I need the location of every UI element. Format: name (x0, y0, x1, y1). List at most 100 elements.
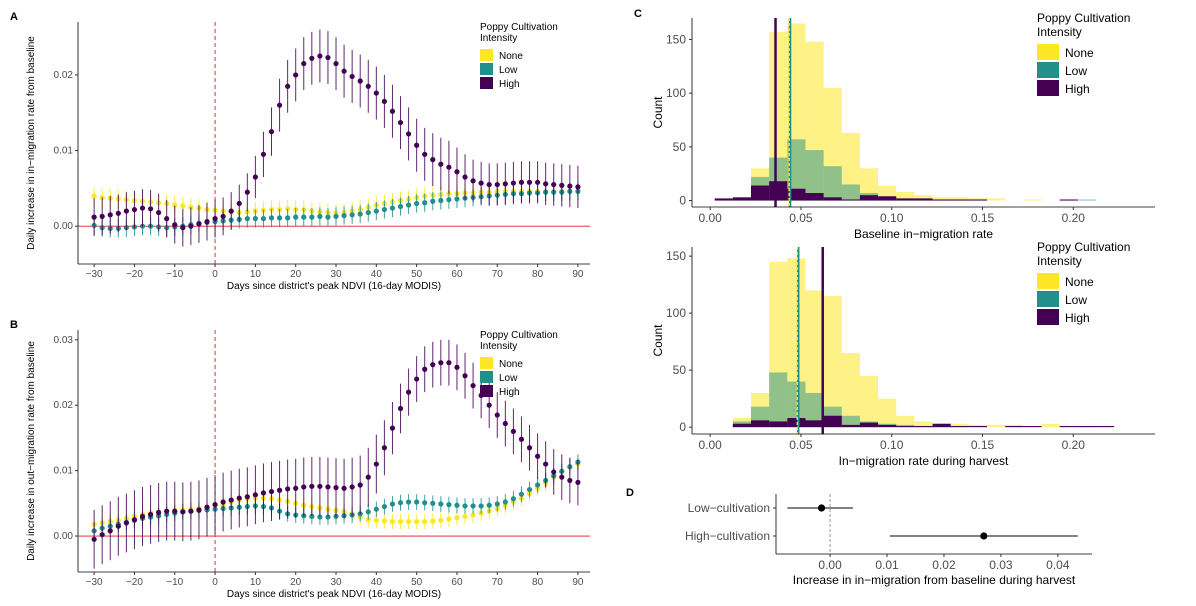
data-point (518, 491, 525, 497)
x-tick-label: 0.02 (932, 558, 956, 572)
histogram-bar (932, 199, 951, 201)
data-point (365, 509, 371, 515)
data-point (91, 536, 97, 542)
data-point (236, 200, 242, 207)
legend-title: Intensity (1037, 25, 1082, 39)
legend-key-low (1037, 291, 1059, 307)
x-tick-label: 0.00 (818, 558, 842, 572)
histogram-bar (914, 198, 933, 201)
histogram-bar (841, 415, 860, 428)
y-tick-label: 100 (666, 86, 686, 100)
histogram-bar (787, 418, 806, 428)
data-point (534, 453, 541, 459)
histogram-bar (769, 421, 788, 428)
x-axis-label: Days since district's peak NDVI (16-day … (227, 589, 441, 600)
data-point (373, 517, 379, 523)
histogram-bar (805, 392, 824, 428)
data-point (405, 519, 412, 525)
data-point (204, 219, 210, 225)
data-point (99, 194, 105, 201)
panel-a: A −30 −20 −10 0 10 20 30 40 50 60 70 80 90 0.00 0.01 0.0… (10, 11, 590, 292)
histogram-bar (805, 193, 824, 201)
data-point (373, 461, 379, 467)
data-point (397, 405, 404, 412)
histogram-bar (787, 188, 806, 201)
data-point (180, 509, 186, 515)
data-point (196, 507, 202, 513)
histogram-bar (987, 198, 1006, 201)
data-point (454, 169, 460, 175)
y-tick-label: 0.02 (54, 70, 74, 81)
histogram-bar (968, 198, 988, 201)
histogram-bar (1023, 426, 1042, 428)
x-tick-label: −30 (86, 577, 103, 588)
x-tick-label: 0.10 (880, 438, 904, 452)
data-point (397, 519, 404, 525)
data-point (389, 519, 396, 525)
histogram-bar (1005, 426, 1024, 428)
data-point (341, 485, 347, 491)
data-point (285, 206, 291, 212)
histogram-bar (896, 415, 915, 428)
data-point (276, 215, 283, 221)
estimate-point (980, 532, 988, 540)
histogram-bar (859, 422, 879, 428)
data-point (494, 181, 500, 188)
data-point (317, 514, 323, 520)
data-point (180, 225, 186, 231)
x-tick-label: 0.03 (989, 558, 1013, 572)
data-point (91, 193, 97, 199)
category-label: High−cultivation (685, 529, 770, 543)
y-tick-label: 50 (673, 363, 687, 377)
data-point (405, 389, 412, 395)
data-point (551, 181, 557, 188)
data-point (422, 151, 428, 157)
data-point (91, 214, 97, 220)
data-point (438, 360, 444, 366)
data-point (518, 179, 525, 185)
data-point (494, 412, 500, 418)
data-point (551, 469, 557, 475)
data-point (414, 200, 420, 207)
data-point (438, 501, 444, 507)
data-point (349, 73, 355, 80)
data-point (422, 366, 428, 372)
x-tick-label: 0.15 (971, 211, 995, 225)
data-point (285, 215, 291, 221)
x-axis-label: In−migration rate during harvest (839, 454, 1009, 468)
data-point (252, 492, 258, 498)
data-point (478, 180, 484, 186)
histogram-bar (896, 198, 915, 201)
data-point (486, 181, 492, 188)
data-point (405, 499, 412, 505)
data-point (212, 502, 218, 508)
histogram-bar (950, 199, 969, 201)
data-point (518, 436, 525, 442)
data-point (454, 364, 460, 370)
data-point (357, 78, 363, 84)
histogram-bar (932, 423, 951, 428)
data-point (397, 500, 404, 506)
data-point (188, 508, 194, 514)
x-tick-label: 0.04 (1046, 558, 1070, 572)
y-tick-label: 0.00 (54, 221, 74, 232)
data-point (446, 516, 452, 522)
x-tick-label: 30 (330, 269, 342, 280)
data-point (559, 474, 565, 480)
data-point (212, 216, 218, 222)
data-point (172, 508, 178, 514)
y-tick-label: 0.01 (54, 146, 74, 157)
data-point (156, 509, 162, 516)
data-point (333, 485, 339, 491)
legend-label-low: Low (499, 373, 518, 384)
data-point (188, 223, 194, 229)
data-point (309, 55, 315, 61)
x-tick-label: 0.00 (698, 438, 722, 452)
histogram-bar (841, 184, 860, 201)
data-point (446, 360, 452, 366)
data-point (454, 196, 460, 202)
data-point (373, 208, 379, 214)
x-tick-label: −20 (126, 269, 143, 280)
data-point (502, 499, 508, 505)
